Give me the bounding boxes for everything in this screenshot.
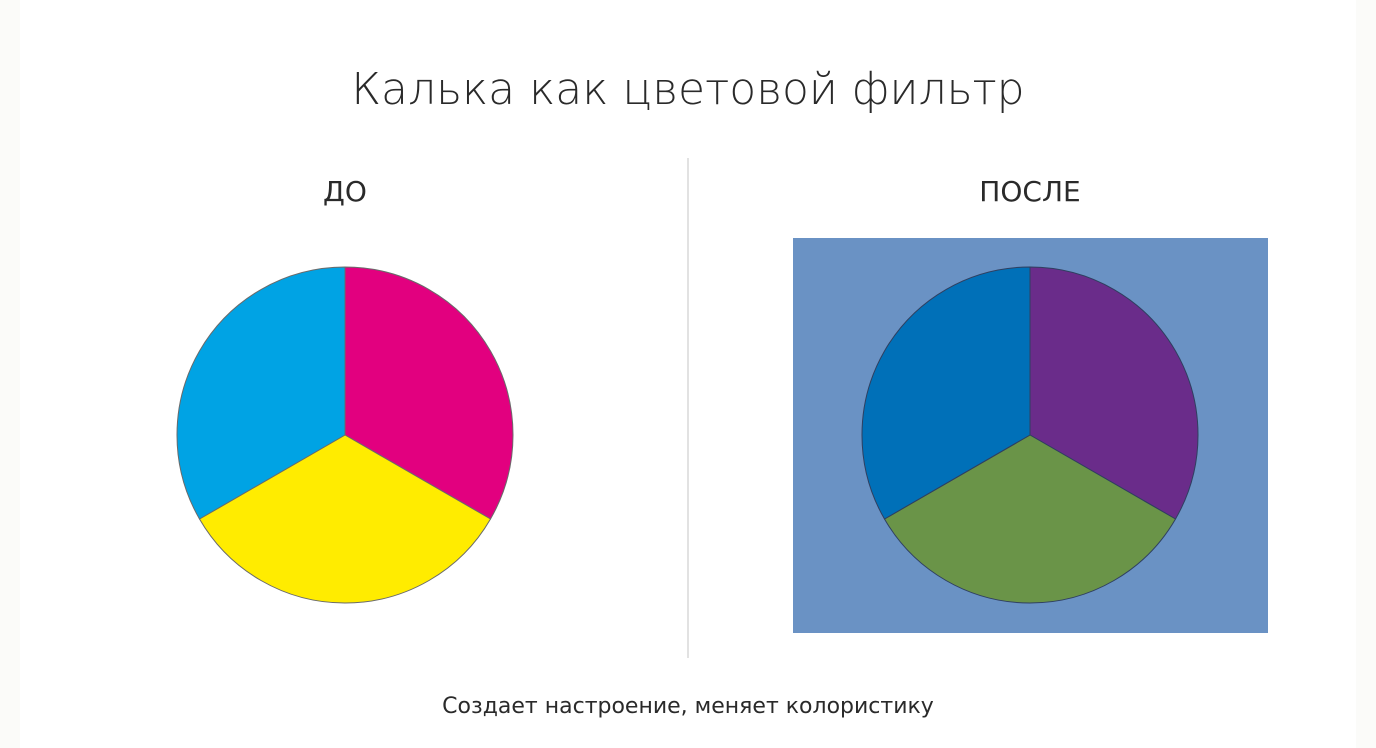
panel-label: ДО: [323, 175, 367, 208]
slide-title: Калька как цветовой фильтр: [351, 64, 1024, 115]
segment-cyan: [176, 266, 346, 520]
caption: Создает настроение, меняет колористику: [442, 694, 934, 719]
panel-label: ПОСЛЕ: [979, 175, 1080, 208]
segment-blue: [861, 266, 1031, 520]
segment-yellow: [198, 434, 492, 604]
after-circle: [861, 266, 1199, 604]
segment-green: [883, 434, 1177, 604]
before-circle: [176, 266, 514, 604]
segment-magenta: [344, 266, 514, 520]
segment-purple: [1029, 266, 1199, 520]
